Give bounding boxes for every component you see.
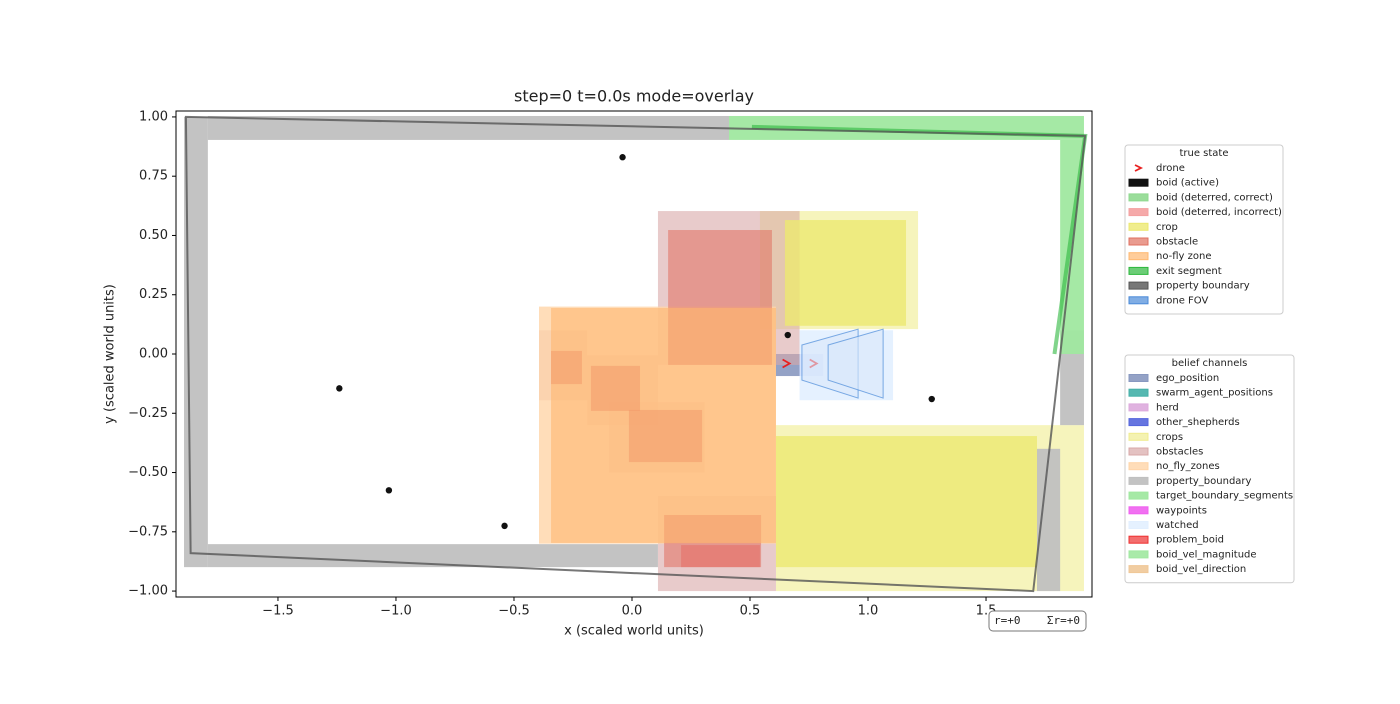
boid — [336, 385, 343, 392]
legend-swatch — [1128, 550, 1149, 559]
legend-label: swarm_agent_positions — [1156, 388, 1273, 399]
y-tick-label: 0.25 — [139, 287, 168, 302]
legend-label: herd — [1156, 402, 1179, 413]
legend-box — [1124, 354, 1295, 584]
y-tick-label: 0.50 — [139, 228, 168, 243]
legend-label: boid (deterred, incorrect) — [1156, 207, 1282, 218]
legend-label: obstacle — [1156, 237, 1198, 248]
legend-label: other_shepherds — [1156, 417, 1240, 428]
drone — [782, 358, 792, 369]
x-tick-label: 0.5 — [740, 604, 761, 619]
legend-swatch — [1128, 208, 1149, 217]
boid — [928, 395, 935, 403]
legend-title: true state — [1179, 148, 1228, 159]
legend-swatch — [1128, 432, 1149, 441]
legend-label: target_boundary_segments — [1156, 491, 1293, 502]
legend: belief channels ego_position swarm_agent_p… — [1124, 354, 1295, 584]
x-tick-label: 0.0 — [622, 604, 643, 619]
boid — [784, 331, 791, 339]
legend-label: waypoints — [1156, 505, 1207, 516]
y-tick-label: −0.25 — [128, 406, 168, 421]
boid — [501, 522, 508, 530]
x-tick-label: −0.5 — [498, 604, 530, 619]
legend-label: no-fly zone — [1156, 251, 1212, 262]
legend-label: boid (deterred, correct) — [1156, 192, 1273, 203]
legend-label: obstacles — [1156, 447, 1203, 458]
region — [551, 308, 776, 543]
legend-marker — [1134, 164, 1144, 172]
x-axis-label: x (scaled world units) — [564, 624, 704, 639]
boid — [619, 154, 626, 161]
legend-swatch — [1128, 296, 1149, 305]
legend-swatch — [1128, 418, 1149, 427]
legend-swatch — [1128, 521, 1149, 529]
legend-swatch — [1128, 252, 1149, 261]
legend-label: boid_vel_magnitude — [1156, 549, 1257, 560]
legend-swatch — [1128, 237, 1149, 246]
legend-swatch — [1128, 193, 1149, 202]
legend-label: boid_vel_direction — [1156, 564, 1246, 575]
legend-label: ego_position — [1156, 373, 1219, 384]
legend: true state drone boid (active) boid (deterr… — [1124, 144, 1284, 315]
legend-swatch — [1128, 491, 1149, 500]
legend-swatch — [1128, 374, 1149, 382]
legend-label: drone FOV — [1156, 295, 1208, 306]
legend-title: belief channels — [1172, 358, 1248, 369]
legend-swatch — [1128, 535, 1149, 544]
legend-swatch — [1128, 281, 1149, 290]
y-tick-label: 0.75 — [139, 169, 168, 184]
region — [207, 544, 658, 568]
region — [784, 220, 907, 326]
reward-text: r=+0 Σr=+0 — [994, 614, 1080, 627]
legend-swatch — [1128, 403, 1149, 412]
y-tick-label: −0.75 — [128, 524, 168, 539]
legend-label: no_fly_zones — [1156, 461, 1220, 472]
legend-label: watched — [1156, 520, 1199, 531]
legend-label: property boundary — [1156, 281, 1250, 292]
y-axis-label: y (scaled world units) — [103, 284, 118, 424]
legend-swatch — [1128, 506, 1149, 515]
y-tick-label: 1.00 — [139, 109, 168, 124]
x-tick-label: −1.0 — [380, 604, 412, 619]
boid — [385, 487, 393, 494]
legend-swatch — [1128, 476, 1149, 485]
x-tick-label: −1.5 — [262, 604, 294, 619]
region — [775, 436, 1038, 568]
legend-box — [1124, 144, 1284, 315]
plot-area — [184, 115, 1088, 593]
legend-swatch — [1128, 178, 1149, 187]
legend-swatch — [1128, 447, 1149, 456]
chart-title: step=0 t=0.0s mode=overlay — [514, 87, 754, 106]
legend-swatch — [1128, 222, 1149, 231]
legend-label: crop — [1156, 222, 1178, 233]
legend-label: crops — [1156, 432, 1183, 443]
reward-box — [988, 610, 1087, 632]
boundary-line — [184, 115, 1087, 593]
y-tick-label: −0.50 — [128, 465, 168, 480]
legend-label: exit segment — [1156, 266, 1222, 277]
legend-label: property_boundary — [1156, 476, 1252, 487]
fov — [827, 328, 884, 399]
legend-label: boid (active) — [1156, 178, 1219, 189]
legend-label: problem_boid — [1156, 535, 1224, 546]
legend-swatch — [1128, 388, 1149, 397]
region — [207, 115, 729, 140]
region — [1037, 448, 1061, 592]
legend-label: drone — [1156, 163, 1185, 174]
legend-swatch — [1128, 266, 1149, 275]
x-tick-label: 1.0 — [858, 604, 879, 619]
legend-swatch — [1128, 462, 1149, 471]
y-tick-label: −1.00 — [128, 584, 168, 599]
y-tick-label: 0.00 — [139, 347, 168, 362]
legend-swatch — [1128, 565, 1149, 574]
